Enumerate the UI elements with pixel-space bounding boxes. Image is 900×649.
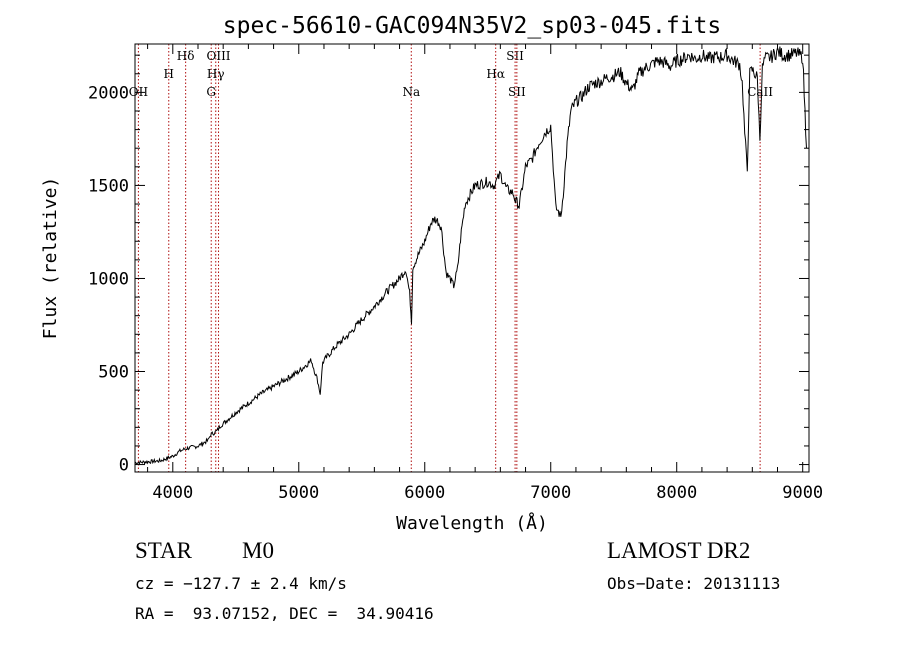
y-axis-label: Flux (relative) (40, 177, 61, 340)
subclass: M0 (242, 538, 274, 563)
survey-name: LAMOST DR2 (607, 538, 751, 563)
coordinates: RA = 93.07152, DEC = 34.90416 (135, 604, 434, 623)
chart-title: spec-56610-GAC094N35V2_sp03-045.fits (223, 13, 722, 39)
line-marker-label: Hα (486, 67, 505, 81)
y-tick-label: 1500 (88, 176, 129, 196)
x-tick-label: 9000 (782, 483, 823, 503)
object-class: STAR (135, 538, 192, 563)
x-axis-ticks: 4000 5000 6000 7000 8000 9000 (147, 44, 823, 503)
plot-frame (134, 43, 810, 473)
line-marker-label: H (164, 67, 174, 81)
y-tick-label: 0 (119, 456, 129, 476)
line-marker-label: SII (508, 85, 526, 99)
x-tick-label: 5000 (278, 483, 319, 503)
redshift-velocity: cz = −127.7 ± 2.4 km/s (135, 574, 347, 593)
line-marker-label: SII (506, 49, 524, 63)
line-marker-label: G (206, 85, 216, 99)
observation-date: Obs−Date: 20131113 (607, 574, 781, 593)
y-tick-label: 500 (98, 363, 129, 383)
spectrum-line (134, 46, 807, 466)
line-marker-label: CaII (747, 85, 773, 99)
x-axis-label: Wavelength (Å) (396, 512, 548, 534)
line-marker-label: Na (402, 85, 420, 99)
line-marker-label: OIII (206, 49, 230, 63)
x-tick-label: 6000 (404, 483, 445, 503)
x-tick-label: 8000 (656, 483, 697, 503)
y-tick-label: 1000 (88, 269, 129, 289)
line-marker-label: Hγ (207, 67, 225, 81)
y-tick-label: 2000 (88, 83, 129, 103)
x-tick-label: 4000 (152, 483, 193, 503)
spectrum-series (134, 46, 807, 466)
line-marker-label: Hδ (177, 49, 195, 63)
y-axis-ticks: 0 500 1000 1500 2000 (88, 54, 809, 476)
x-tick-label: 7000 (530, 483, 571, 503)
